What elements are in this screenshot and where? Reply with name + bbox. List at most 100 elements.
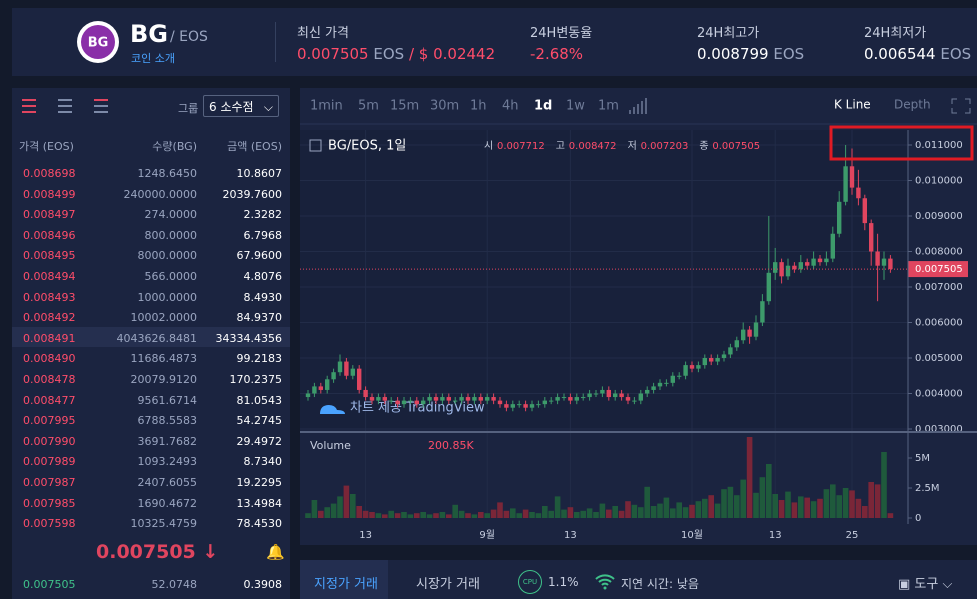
candle-body (593, 393, 599, 395)
candle-body (305, 393, 311, 398)
indicator-icon[interactable] (629, 98, 647, 114)
order-cell: 52.0748 (151, 578, 198, 591)
volume-bar (458, 510, 465, 518)
volume-bar (516, 513, 522, 518)
volume-bar (670, 508, 676, 518)
tab[interactable]: 시장가 거래 (416, 577, 480, 592)
stat-value: 0.006544 (864, 45, 936, 63)
interval-tab[interactable]: 15m (390, 99, 419, 114)
volume-label[interactable]: Volume (310, 439, 351, 452)
candle-body (805, 262, 810, 266)
ohlc-value: 0.007712 (497, 141, 545, 152)
candle-body (446, 397, 451, 401)
volume-bar (663, 497, 670, 518)
order-cell: 9561.6714 (137, 393, 198, 407)
order-cell: 0.007987 (23, 476, 76, 489)
cpu-icon: CPU (518, 570, 542, 594)
volume-bar (574, 512, 580, 518)
candle-body (408, 400, 413, 402)
volume-value: 200.85K (428, 439, 474, 452)
view-icons[interactable] (18, 96, 118, 118)
y-tick-label: 0.008000 (915, 247, 963, 258)
candle-body (856, 187, 861, 199)
order-cell: 0.008490 (23, 352, 76, 366)
volume-bar (657, 503, 663, 518)
interval-tab[interactable]: 4h (502, 99, 519, 114)
volume-bar (529, 512, 535, 518)
volume-bar (810, 501, 817, 518)
candle-body (760, 301, 765, 323)
volume-bar (375, 513, 382, 518)
order-cell: 0.007598 (23, 517, 76, 531)
order-cell: 1093.2493 (137, 455, 198, 469)
candle-body (414, 400, 419, 405)
interval-tab[interactable]: 1w (566, 99, 585, 114)
order-cell: 800.0000 (144, 228, 198, 242)
intro-link[interactable]: 코인 소개 (131, 52, 175, 65)
volume-bar (676, 502, 682, 518)
volume-bar (753, 492, 759, 518)
candle-body (811, 258, 816, 266)
candle-body (510, 404, 515, 408)
candle-body (734, 340, 739, 348)
volume-bar (862, 506, 868, 518)
coin-pair: / EOS (170, 29, 208, 45)
candle-body (773, 262, 778, 273)
volume-bar (305, 513, 311, 518)
stat-value: 0.007505 (297, 45, 369, 63)
order-cell: 67.9600 (236, 249, 283, 263)
volume-bar (350, 494, 356, 518)
order-cell: 3691.7682 (137, 434, 198, 448)
stat-label: 최신 가격 (297, 26, 349, 41)
view-tab[interactable]: Depth (894, 98, 931, 112)
header: BG BG / EOS 코인 소개 최신 가격 0.007505 EOS / $ … (12, 8, 977, 76)
stat-label: 24H변동율 (530, 26, 593, 41)
volume-tick-label: 5M (915, 453, 930, 464)
interval-tab[interactable]: 30m (430, 99, 459, 114)
volume-bar (471, 514, 478, 518)
candle-body (613, 393, 618, 398)
candle-body (670, 375, 675, 383)
order-cell: 54.2745 (236, 414, 283, 428)
candle-body (881, 258, 887, 266)
last-price: 0.007505 ↓ (96, 541, 218, 563)
volume-bar (842, 488, 849, 518)
candle-body (862, 198, 867, 224)
volume-bar (804, 497, 810, 518)
fullscreen-icon[interactable] (951, 98, 971, 114)
order-cell: 0.008491 (23, 331, 76, 345)
candle-body (357, 368, 362, 390)
y-tick-label: 0.009000 (915, 211, 963, 222)
interval-tab[interactable]: 5m (358, 99, 379, 114)
symbol[interactable]: BG/EOS, 1일 (328, 139, 406, 154)
volume-bar (721, 489, 727, 518)
candle-body (741, 329, 746, 341)
tab[interactable]: 지정가 거래 (314, 577, 378, 592)
candle-body (350, 368, 355, 376)
interval-tab[interactable]: 1min (310, 99, 343, 114)
interval-tab[interactable]: 1h (470, 99, 487, 114)
latency: 지연 시간: 낮음 (621, 577, 699, 591)
chart-panel: 1min 5m 15m 30m 1h 4h 1d 1w 1m K Line Depth 0.01100… (300, 88, 977, 545)
y-tick-label: 0.010000 (915, 176, 963, 187)
order-cell: 0.007990 (23, 434, 76, 448)
watermark: 차트 제공 TradingView (350, 401, 485, 416)
view-tab[interactable]: K Line (834, 98, 871, 112)
alert-icon[interactable]: 🔔 (266, 543, 285, 561)
interval-tab[interactable]: 1d (534, 99, 552, 114)
candle-body (702, 358, 707, 366)
order-cell: 274.0000 (144, 208, 198, 222)
ohlc-value: 0.007505 (712, 141, 760, 152)
group-select[interactable]: 6 소수점 ⌵ (203, 95, 279, 117)
tools[interactable]: ▣ 도구 ⌵ (898, 577, 953, 592)
candle-body (574, 397, 579, 401)
candle-body (344, 361, 349, 376)
order-cell: 2407.6055 (137, 476, 198, 489)
volume-bar (382, 514, 388, 518)
candle-body (561, 397, 567, 399)
order-cell: 10002.0000 (130, 311, 197, 325)
candle-body (875, 251, 880, 266)
interval-tab[interactable]: 1m (598, 99, 619, 114)
y-tick-label: 0.011000 (915, 140, 963, 151)
candle-body (325, 379, 330, 390)
